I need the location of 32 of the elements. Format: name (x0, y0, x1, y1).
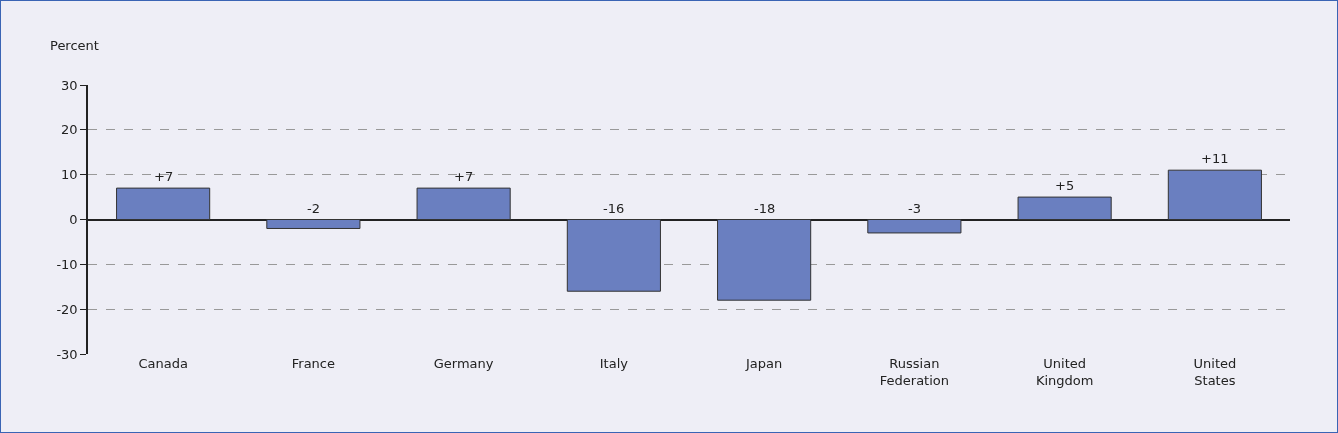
x-tick-label: Japan (745, 356, 783, 371)
x-tick-label: United Kingdom (1035, 356, 1094, 388)
x-tick-label: Canada (138, 356, 188, 371)
y-tick-label: 30 (61, 77, 78, 93)
x-tick-label: Russian Federation (879, 356, 949, 388)
bar (867, 219, 962, 234)
x-tick-label: United States (1193, 356, 1237, 388)
bar (717, 219, 812, 301)
bar (1167, 169, 1262, 220)
y-tick-label: -10 (56, 256, 78, 272)
data-label: +7 (454, 169, 474, 184)
y-tick-label: -20 (56, 301, 78, 317)
data-label: -16 (603, 201, 625, 216)
y-tick-label: 10 (61, 167, 78, 183)
y-tick-label: 0 (69, 212, 78, 228)
y-tick-label: 20 (61, 122, 78, 138)
data-label: -18 (754, 201, 776, 216)
bar (566, 219, 661, 292)
data-label: +11 (1201, 151, 1229, 166)
data-label: +7 (154, 169, 174, 184)
bar (266, 219, 361, 229)
y-axis-title: Percent (50, 38, 99, 53)
data-label: +5 (1055, 178, 1075, 193)
bar (416, 187, 511, 220)
data-label: -3 (908, 201, 921, 216)
data-label: -2 (307, 201, 320, 216)
bar (116, 187, 211, 220)
x-tick-label: Germany (433, 356, 494, 371)
x-tick-label: France (291, 356, 335, 371)
y-tick-label: -30 (56, 346, 78, 362)
x-tick-label: Italy (599, 356, 629, 371)
bar (1017, 196, 1112, 220)
